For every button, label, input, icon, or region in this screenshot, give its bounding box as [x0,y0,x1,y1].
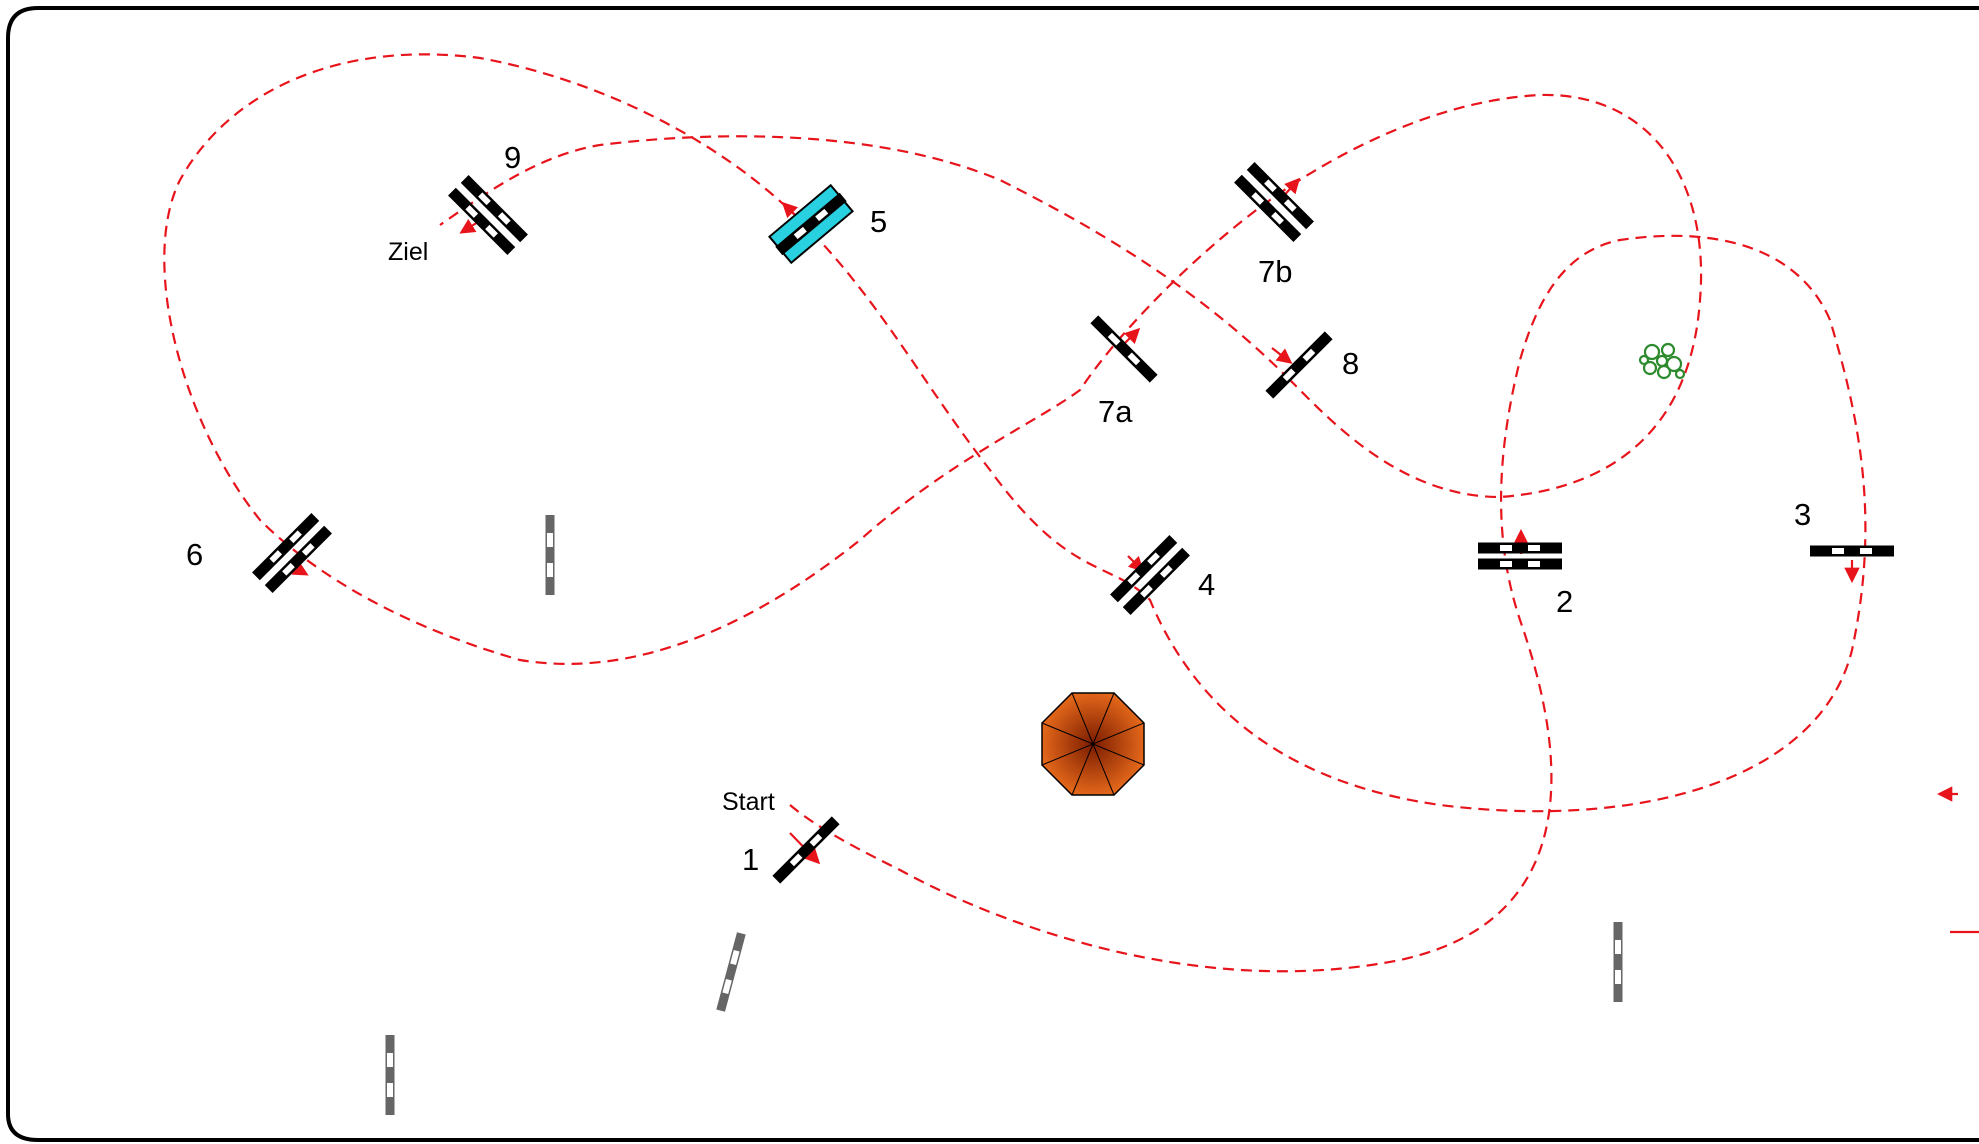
arena-border [6,6,1979,1142]
obstacle-7b-label: 7b [1258,254,1292,289]
obstacle-1-label: 1 [742,842,759,877]
obstacle-5-label: 5 [870,204,887,239]
obstacle-2-label: 2 [1556,584,1573,619]
shrub-icon [1638,342,1686,380]
obstacle-4-label: 4 [1198,567,1215,602]
obstacle-3-label: 3 [1794,497,1811,532]
spare-rail-icon [545,515,555,595]
obstacle-7b [1234,162,1314,242]
spare-rail-icon [385,1035,395,1115]
obstacle-4 [1110,535,1190,615]
umbrella-icon [1041,692,1145,796]
obstacle-6 [252,513,332,593]
obstacle-9 [448,175,528,255]
obstacle-3 [1810,545,1894,557]
obstacle-6-label: 6 [186,537,203,572]
obstacle-8-label: 8 [1342,346,1359,381]
start-label: Start [722,788,775,816]
obstacle-5 [768,183,854,265]
obstacle-2 [1478,542,1562,570]
spare-rail-icon [716,932,746,1012]
obstacle-7a-label: 7a [1098,394,1133,429]
spare-rail-icon [1613,922,1623,1002]
finish-label: Ziel [388,238,428,266]
obstacle-7a [1090,315,1158,383]
obstacle-9-label: 9 [504,140,521,175]
obstacle-1 [772,816,840,884]
route-path [163,53,1979,973]
